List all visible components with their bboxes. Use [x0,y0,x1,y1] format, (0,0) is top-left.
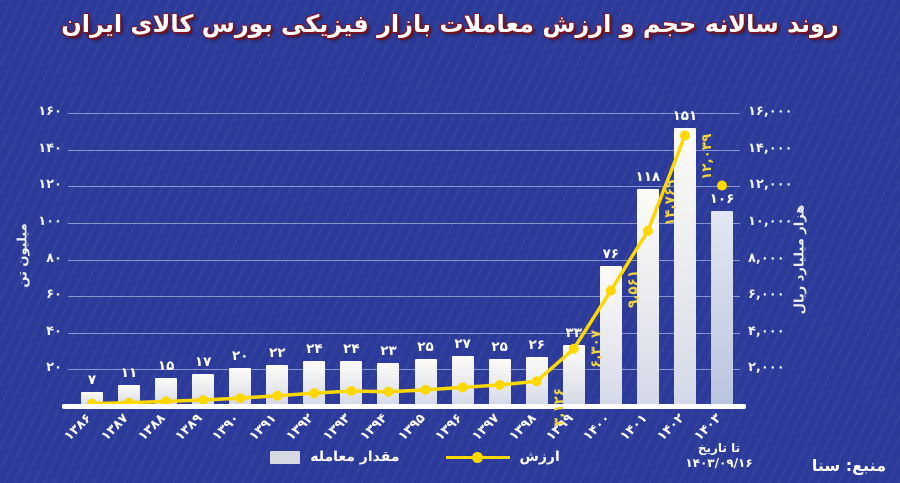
y-axis-tick-right: ۶,۰۰۰ [748,287,785,303]
line-point [531,376,542,387]
bar [711,210,733,405]
y-axis-tick-left: ۶۰ [46,287,62,303]
grid-line [68,332,740,334]
bar-value-label: ۱۱۸ [635,168,661,185]
plot-area [68,113,740,409]
y-axis-tick-right: ۲,۰۰۰ [748,360,785,376]
bar-value-label: ۱۷ [194,353,212,370]
line-point [679,130,690,141]
line-value-label: ۶,۳۰۷ [587,329,604,368]
y-axis-tick-left: ۱۰۰ [38,213,62,229]
line-marker-icon [472,451,483,463]
line-point [605,285,616,296]
y-axis-tick-right: ۱۰,۰۰۰ [748,213,793,229]
bar-value-label: ۷ [87,372,97,389]
bar-value-label: ۲۵ [417,339,434,356]
line-point [346,385,357,396]
bar-value-label: ۲۲ [269,344,286,361]
bar-value-label: ۱۵ [157,357,175,374]
line-point [198,394,209,405]
bar-value-label: ۲۳ [380,342,397,359]
as-of-date-value: ۱۴۰۳/۰۹/۱۶ [685,456,753,470]
y-axis-tick-left: ۱۲۰ [38,177,62,193]
value-line-layer [87,130,727,409]
legend-volume-label: مقدار معامله [310,449,400,465]
y-axis-tick-left: ۸۰ [46,250,62,266]
legend-item-value: ارزش [445,449,560,465]
bar-value-label: ۲۴ [306,341,323,358]
y-axis-tick-left: ۱۴۰ [38,140,62,156]
line-point [309,388,320,399]
bar [414,359,437,405]
bar-value-label: ۳۳ [565,324,582,341]
legend-value-label: ارزش [519,449,560,465]
bar [562,344,585,405]
line-value-label: ۹,۵۶۱ [624,269,641,308]
bar [451,355,474,405]
grid-line [68,186,740,188]
y-axis-tick-left: ۴۰ [46,323,62,339]
grid-line [68,149,740,151]
line-value-label: ۱۴,۷۶۹ [661,179,678,226]
bar [118,384,141,405]
bar [229,368,252,405]
legend-item-volume: مقدار معامله [270,449,400,465]
y-axis-tick-right: ۸,۰۰۰ [748,250,785,266]
bar [192,373,215,405]
y-axis-tick-right: ۱۶,۰۰۰ [748,104,793,119]
line-point [272,390,283,401]
y-axis-tick-left: ۱۶۰ [38,104,62,119]
bar-value-label: ۱۱ [120,364,138,381]
bar-value-label: ۲۰ [231,348,249,365]
grid-line [68,296,740,298]
bar-value-label: ۲۷ [454,335,471,352]
line-point [420,384,431,395]
bar-value-label: ۲۴ [343,341,360,358]
grid-line [68,259,740,261]
line-point [235,393,246,404]
grid-line [68,222,740,224]
line-point [161,396,172,407]
y-axis-tick-left: ۲۰ [46,360,62,376]
bar-value-label: ۲۵ [491,339,508,356]
line-point [717,180,727,191]
bar-value-label: ۲۶ [528,337,545,354]
bar [377,362,400,405]
as-of-date-note: تا تاریخ ۱۴۰۳/۰۹/۱۶ [664,441,774,471]
line-value-label: ۱۲,۰۳۹ [699,133,715,180]
legend: مقدار معامله ارزش [230,449,600,465]
chart-title: روند سالانه حجم و ارزش معاملات بازار فیز… [61,10,839,38]
bar [155,377,178,405]
bar-value-label: ۱۵۱ [672,108,698,125]
line-swatch-icon [445,451,510,463]
source-label: منبع: سنا [811,456,886,475]
bar-value-label: ۷۶ [602,245,620,262]
line-point [642,225,653,236]
line-point [383,386,394,397]
grid-line [68,369,740,371]
x-axis-line [62,404,746,409]
line-point [494,379,505,390]
y-axis-tick-right: ۱۴,۰۰۰ [748,140,793,156]
bar-swatch-icon [270,450,301,464]
line-value-label: ۳,۱۲۶ [550,387,567,426]
y-axis-tick-right: ۴,۰۰۰ [748,323,785,339]
as-of-date-label: تا تاریخ [697,441,741,455]
bar-value-label: ۱۰۶ [709,190,735,207]
line-point [568,343,579,354]
bar [340,361,363,405]
bar [673,128,696,405]
y-axis-tick-right: ۱۲,۰۰۰ [748,177,793,193]
line-point [457,382,468,393]
grid-line [68,113,740,114]
